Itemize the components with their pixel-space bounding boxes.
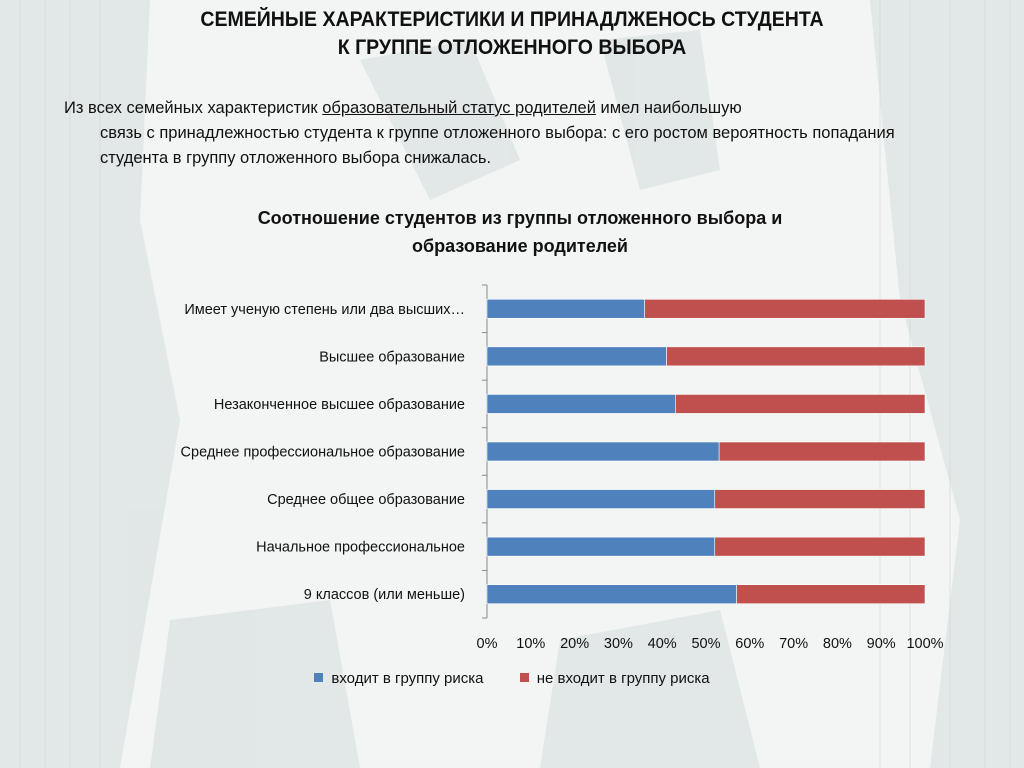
x-tick-label: 50%: [691, 636, 720, 652]
x-tick-label: 70%: [779, 636, 808, 652]
intro-text-before: Из всех семейных характеристик: [64, 99, 323, 117]
x-tick-label: 0%: [477, 636, 498, 652]
chart-title: Соотношение студентов из группы отложенн…: [140, 204, 900, 260]
chart-title-line2: образование родителей: [412, 236, 628, 256]
bar-at-risk: [486, 584, 737, 605]
intro-rest: связь с принадлежностью студента к групп…: [100, 124, 895, 167]
x-tick-label: 30%: [604, 636, 633, 652]
bar-at-risk: [486, 394, 676, 414]
x-tick-label: 90%: [867, 636, 896, 652]
x-tick-label: 100%: [906, 636, 943, 652]
x-tick-label: 10%: [516, 636, 545, 652]
category-label: Среднее общее образование: [267, 492, 465, 508]
x-tick-label: 20%: [560, 636, 589, 652]
intro-line1: Из всех семейных характеристик образоват…: [64, 96, 944, 121]
x-tick-label: 40%: [648, 636, 677, 652]
category-label: Среднее профессиональное образование: [181, 445, 465, 461]
bar-not-at-risk: [644, 298, 926, 319]
bar-not-at-risk: [718, 441, 926, 462]
bar-not-at-risk: [736, 584, 926, 605]
x-tick-label: 80%: [823, 636, 852, 652]
legend-swatch-not-at-risk: [519, 673, 529, 682]
intro-paragraph: Из всех семейных характеристик образоват…: [64, 96, 944, 171]
bar-at-risk: [486, 489, 716, 509]
bar-at-risk: [486, 298, 645, 319]
legend-item-at-risk: входит в группу риска: [314, 670, 484, 687]
legend-label-not-at-risk: не входит в группу риска: [536, 670, 710, 687]
bar-not-at-risk: [666, 346, 926, 367]
bar-not-at-risk: [714, 536, 926, 557]
category-label: Имеет ученую степень или два высших…: [184, 302, 465, 318]
bar-at-risk: [486, 441, 720, 462]
slide-title-line1: СЕМЕЙНЫЕ ХАРАКТЕРИСТИКИ И ПРИНАДЛЖЕНОСЬ …: [200, 8, 824, 31]
chart-legend: входит в группу риска не входит в группу…: [0, 670, 1024, 687]
category-label: Незаконченное высшее образование: [214, 397, 465, 413]
category-label: Начальное профессиональное: [256, 540, 465, 556]
legend-swatch-at-risk: [314, 673, 324, 682]
intro-underlined-phrase: образовательный статус родителей: [322, 99, 596, 117]
legend-item-not-at-risk: не входит в группу риска: [519, 670, 710, 687]
slide-title-line2: К ГРУППЕ ОТЛОЖЕННОГО ВЫБОРА: [337, 36, 687, 59]
intro-text-after: имел наибольшую: [595, 99, 742, 117]
category-label: Высшее образование: [319, 349, 465, 365]
x-tick-label: 60%: [735, 636, 764, 652]
category-label: 9 классов (или меньше): [304, 587, 465, 603]
chart-title-line1: Соотношение студентов из группы отложенн…: [257, 208, 783, 228]
legend-label-at-risk: входит в группу риска: [331, 670, 484, 687]
bar-not-at-risk: [675, 394, 926, 414]
bar-not-at-risk: [714, 489, 926, 509]
bar-at-risk: [486, 536, 716, 557]
bar-at-risk: [486, 346, 667, 367]
slide-title: СЕМЕЙНЫЕ ХАРАКТЕРИСТИКИ И ПРИНАДЛЖЕНОСЬ …: [36, 6, 988, 62]
